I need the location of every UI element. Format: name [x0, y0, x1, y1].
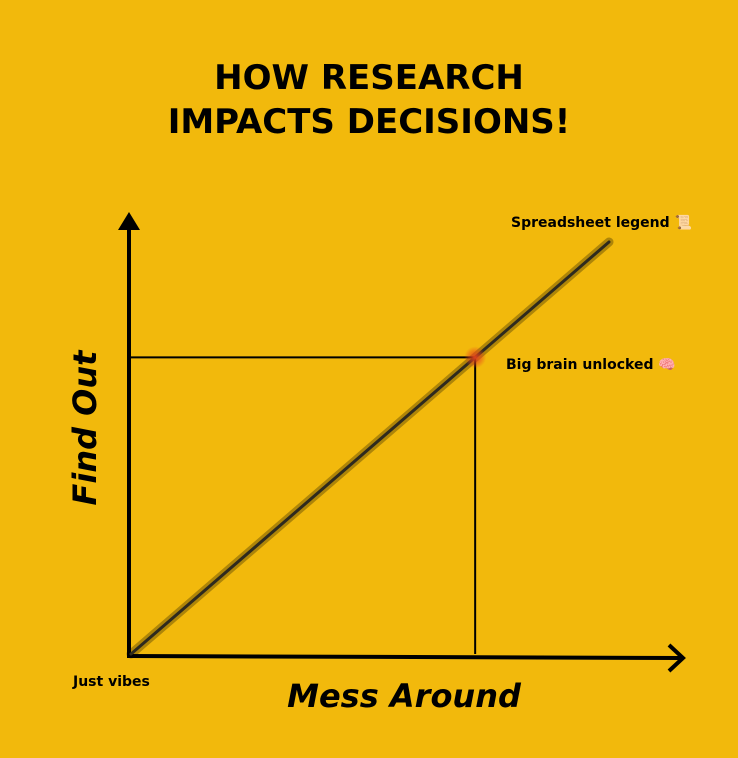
- chart-title-line-2: IMPACTS DECISIONS!: [167, 102, 571, 142]
- chart-title-line-1: HOW RESEARCH: [214, 58, 524, 98]
- x-axis-label: Mess Around: [287, 677, 522, 715]
- x-axis-line: [126, 654, 681, 660]
- y-axis-arrowhead: [118, 212, 140, 230]
- annotation-big-brain-unlocked: Big brain unlocked 🧠: [506, 357, 676, 373]
- x-axis-arrowhead: [667, 643, 686, 673]
- y-axis-label: Find Out: [66, 349, 104, 506]
- chart-title: HOW RESEARCH IMPACTS DECISIONS!: [0, 56, 738, 144]
- highlight-point: [464, 346, 487, 369]
- annotation-spreadsheet-legend: Spreadsheet legend 📜: [511, 214, 692, 231]
- series-line: [129, 240, 611, 656]
- annotation-just-vibes: Just vibes: [72, 674, 150, 690]
